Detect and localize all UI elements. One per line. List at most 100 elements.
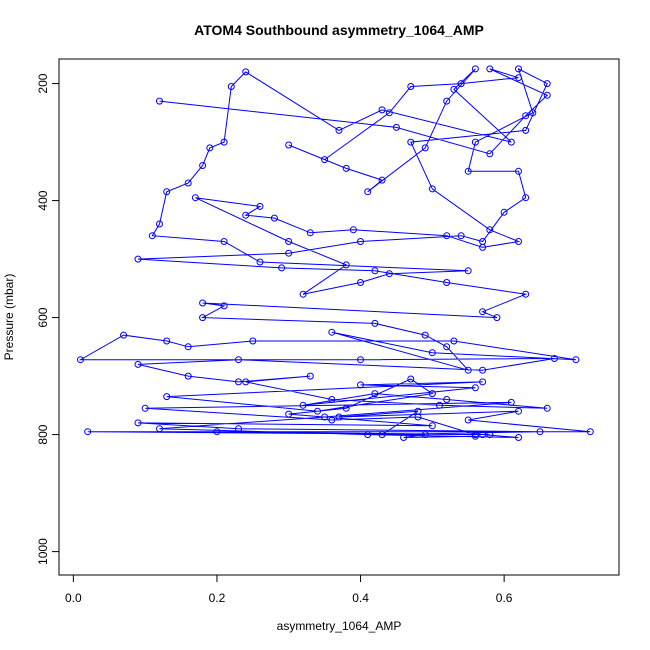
data-point [199, 314, 207, 322]
data-point [342, 261, 350, 269]
data-point [421, 331, 429, 339]
data-point [464, 416, 472, 424]
data-point [493, 314, 501, 322]
data-point [515, 65, 522, 73]
data-point [479, 238, 487, 245]
data-point [486, 65, 494, 73]
data-point [392, 123, 400, 131]
data-point [285, 410, 293, 418]
data-point [184, 372, 192, 380]
data-point [163, 188, 171, 196]
y-tick-label: 800 [36, 424, 50, 444]
data-point [471, 138, 479, 146]
data-point [191, 194, 199, 202]
data-point [328, 328, 336, 336]
data-point [199, 162, 207, 169]
x-tick-label: 0.4 [352, 591, 369, 605]
data-point [428, 349, 436, 357]
data-point [385, 270, 393, 278]
data-point [572, 356, 580, 364]
data-point [148, 232, 156, 240]
data-point [421, 144, 429, 152]
data-point [407, 83, 415, 90]
data-point [486, 431, 494, 439]
data-point [227, 83, 235, 90]
data-point [364, 188, 372, 196]
data-point [220, 238, 228, 245]
data-point [486, 226, 494, 234]
data-point [385, 109, 393, 117]
y-tick-label: 1000 [36, 538, 50, 565]
data-point [464, 267, 472, 275]
data-point [407, 375, 415, 383]
data-point [443, 279, 451, 286]
data-point [342, 164, 350, 172]
data-point [235, 378, 242, 386]
data-point [285, 249, 293, 257]
data-point [335, 413, 343, 421]
data-point [479, 431, 487, 439]
x-tick-label: 0.2 [209, 591, 226, 605]
data-point [299, 290, 307, 298]
data-point [414, 413, 422, 421]
data-point [500, 208, 508, 216]
data-point [242, 378, 250, 386]
x-tick-label: 0.0 [65, 591, 82, 605]
data-point [163, 393, 171, 401]
data-point [285, 238, 293, 245]
data-point [450, 337, 458, 345]
y-tick-label: 200 [36, 73, 50, 93]
data-point [77, 356, 84, 364]
data-point [507, 138, 515, 146]
data-point [84, 428, 92, 436]
data-point [507, 398, 515, 406]
data-point [428, 422, 436, 430]
chart-title: ATOM4 Southbound asymmetry_1064_AMP [194, 22, 484, 38]
y-axis-label: Pressure (mbar) [2, 274, 16, 361]
data-point [357, 279, 364, 286]
data-point [479, 378, 487, 386]
data-point [536, 428, 544, 436]
data-point [471, 65, 479, 73]
data-point [515, 74, 522, 82]
data-point [299, 401, 307, 409]
data-point [464, 366, 472, 374]
data-point [156, 220, 163, 228]
data-point [163, 337, 171, 345]
data-point [443, 396, 451, 403]
data-point [371, 390, 379, 398]
x-tick-label: 0.6 [496, 591, 513, 605]
data-point [242, 211, 250, 219]
data-point [184, 343, 192, 351]
data-point [328, 416, 336, 424]
data-point [436, 401, 443, 409]
plot-frame [58, 58, 620, 576]
data-point [256, 258, 264, 266]
data-point [199, 299, 207, 307]
data-point [213, 428, 221, 436]
data-point [522, 290, 530, 298]
data-point [156, 97, 163, 105]
data-point [342, 404, 350, 412]
data-point [479, 366, 487, 374]
data-point [357, 238, 364, 245]
data-point [550, 355, 558, 362]
data-point [443, 343, 451, 351]
data-point [357, 356, 364, 364]
data-point [270, 214, 278, 222]
data-point [428, 390, 436, 398]
data-point [235, 356, 242, 364]
data-point [134, 419, 142, 427]
x-axis: 0.0 0.2 0.4 0.6 [65, 574, 513, 605]
data-point [486, 150, 494, 158]
data-point [314, 407, 321, 415]
y-tick-label: 400 [36, 190, 50, 210]
data-point [134, 360, 142, 368]
data-point [349, 226, 357, 234]
data-point [522, 126, 530, 134]
data-point [184, 179, 192, 187]
data-point [464, 167, 472, 175]
data-point [378, 176, 386, 184]
data-point [256, 202, 264, 210]
